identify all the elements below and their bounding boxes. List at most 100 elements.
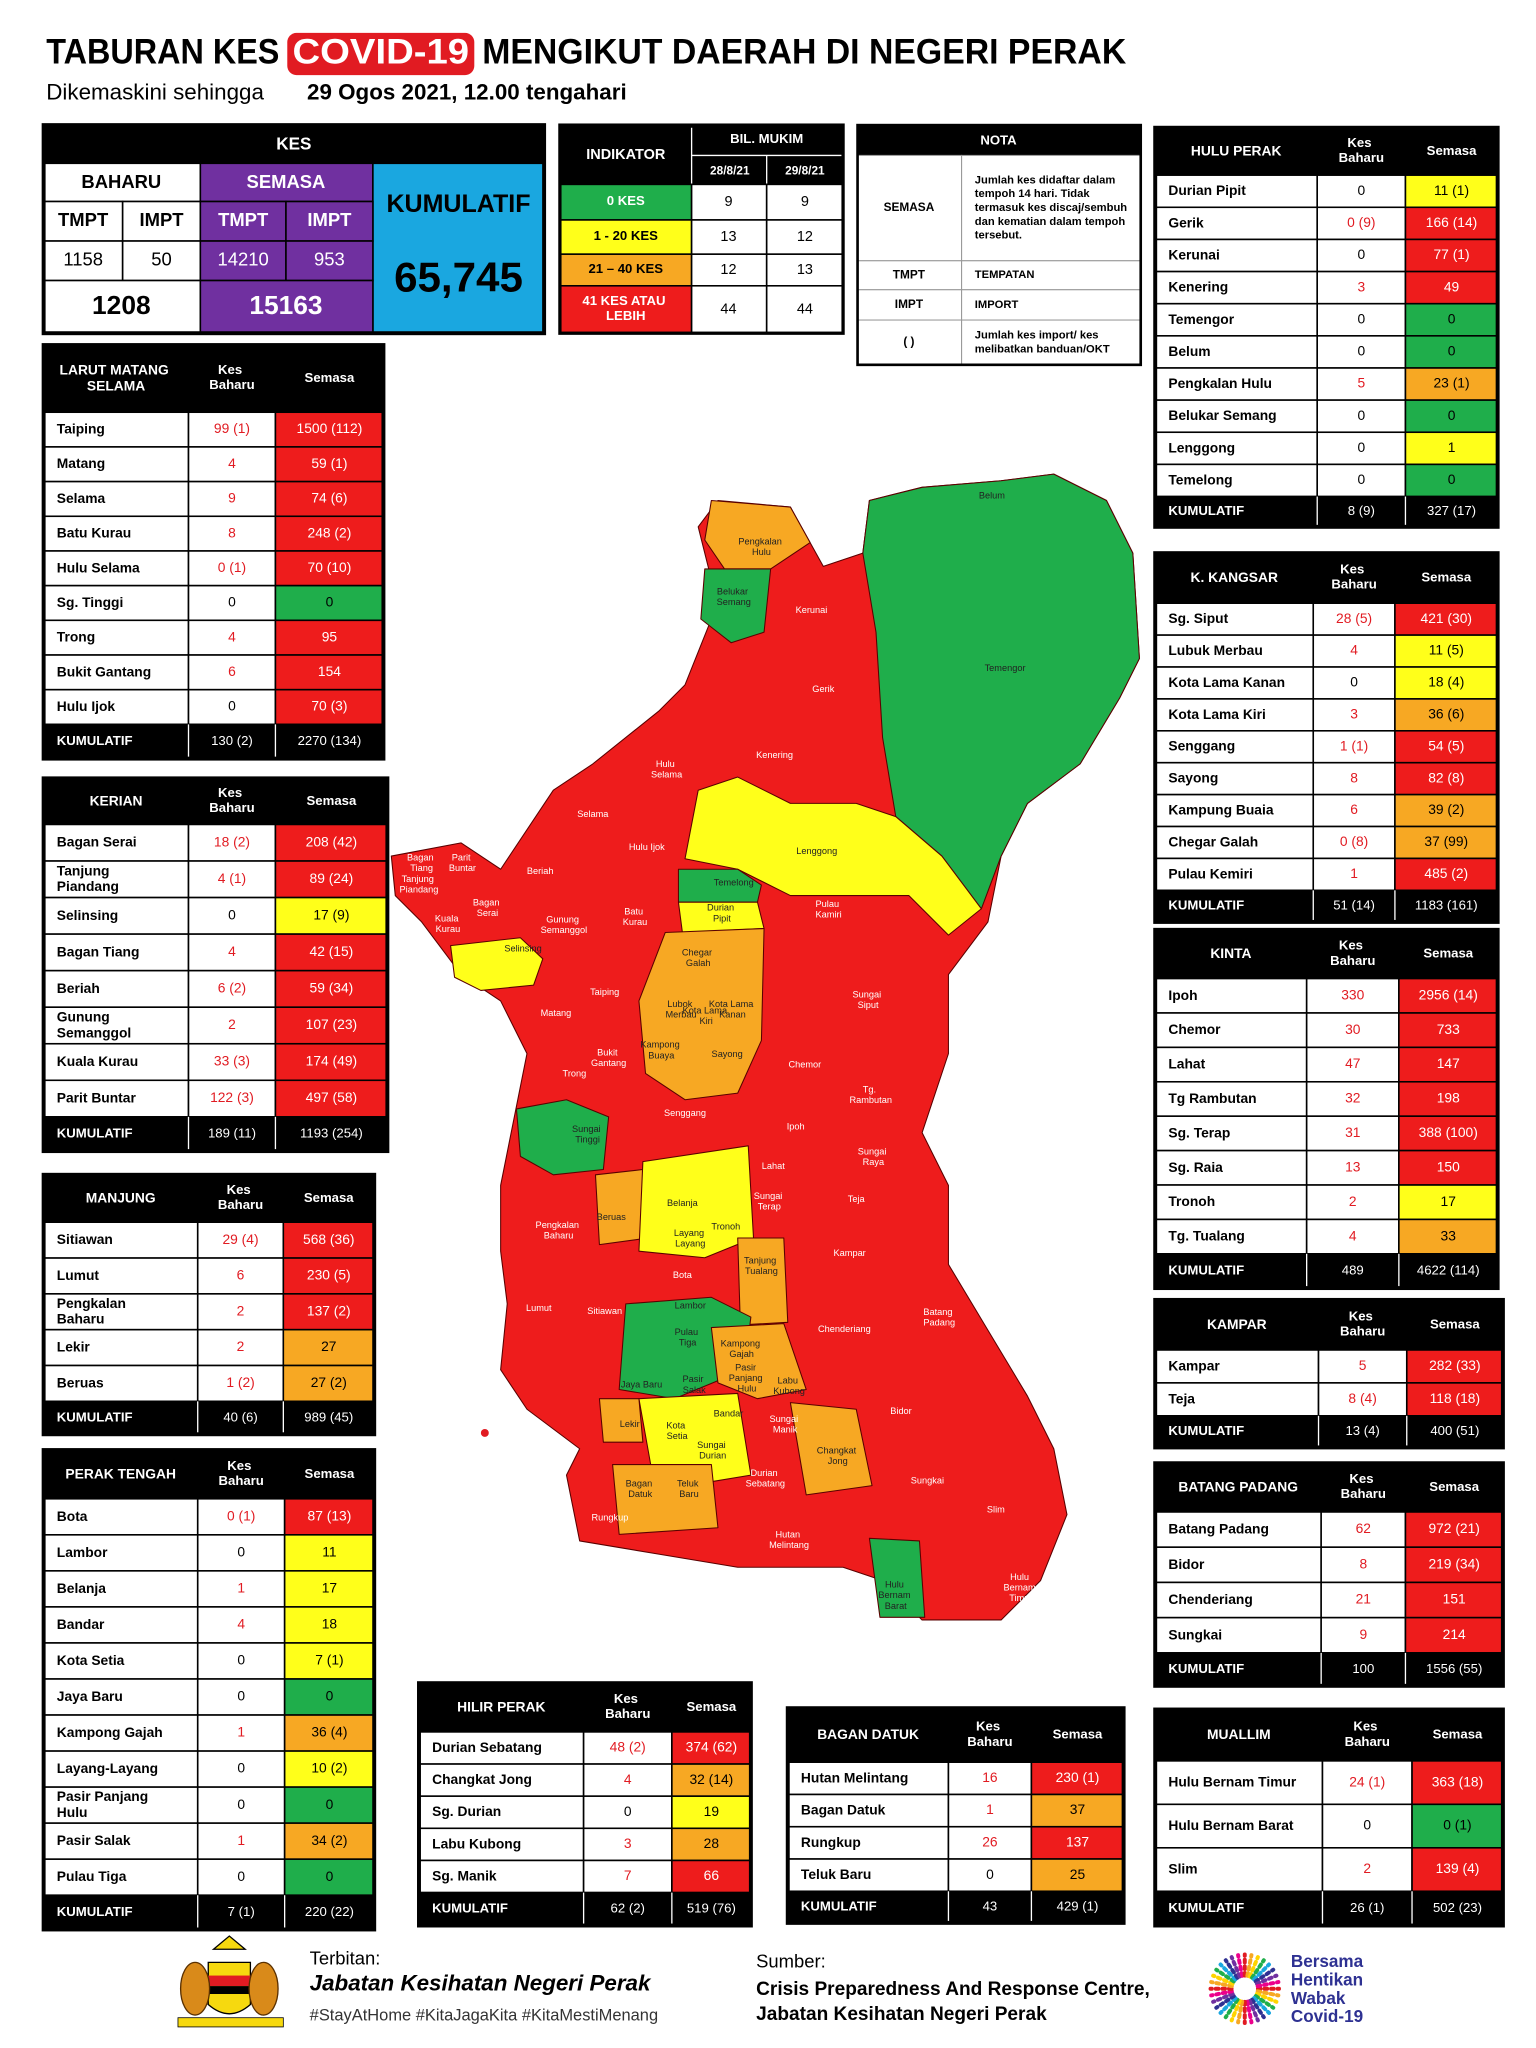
new-cases: 1 <box>237 1580 245 1596</box>
text-line: Jumlah kes didaftar dalam <box>975 174 1119 186</box>
active-cell <box>1411 1803 1504 1849</box>
total-row <box>1154 1415 1504 1449</box>
area-name: Labu Kubong <box>432 1835 521 1851</box>
text-line: Hulu Bernam Timur <box>1168 1773 1297 1789</box>
cell <box>42 654 190 691</box>
new-cases: 2 <box>1349 1193 1357 1209</box>
text-line: Bandar <box>57 1616 105 1632</box>
map-region <box>598 1398 644 1443</box>
value: 12 <box>720 262 736 278</box>
active-cases: 150 <box>1437 1158 1460 1174</box>
text-line: Ipoh <box>1168 986 1197 1002</box>
text-line: Kampung Buaia <box>1168 801 1273 817</box>
text-line: Semanggol <box>541 926 588 936</box>
column-header: Kes Baharu <box>1330 938 1375 968</box>
logo-ray <box>1252 1962 1271 1982</box>
area-name: Beriah <box>57 980 100 996</box>
frame <box>785 1706 1126 1925</box>
cell <box>196 1750 286 1788</box>
area-name: Bota <box>57 1507 88 1523</box>
frame <box>41 123 547 336</box>
text-line: BAGAN DATUK <box>817 1726 919 1742</box>
total: 1183 (161) <box>1415 898 1478 913</box>
active-cell <box>1030 1858 1125 1893</box>
cell <box>187 619 277 656</box>
cell <box>1312 666 1396 700</box>
text-line: Temelong <box>1168 471 1232 487</box>
text-line: Bukit Gantang <box>57 663 151 679</box>
cell <box>947 1761 1033 1796</box>
cell <box>196 1858 286 1897</box>
new-cases: 0 <box>237 1796 245 1812</box>
text-line: Layang-Layang <box>57 1760 158 1776</box>
text-line: Tronoh <box>711 1222 740 1232</box>
active-cases: 1500 (112) <box>297 420 363 436</box>
text-line: Baharu <box>605 1707 650 1722</box>
cell <box>1312 761 1396 796</box>
header-cell <box>42 1449 375 1500</box>
text-line: Teluk Baru <box>801 1866 871 1882</box>
text-line: Sungkai <box>911 1476 944 1486</box>
text-line: Lubok <box>667 999 695 1009</box>
text-line: Durian <box>751 1468 781 1478</box>
new-cases: 4 <box>237 1616 245 1632</box>
logo-ray <box>1218 1996 1238 2015</box>
active-cases: 19 <box>704 1803 720 1819</box>
area-name: Sg. Siput <box>1168 610 1228 626</box>
text-line: Belukar <box>717 587 751 597</box>
text-line: TEMPATAN <box>975 269 1035 281</box>
area-name: Sg. Raia <box>1168 1158 1223 1174</box>
text-line: Hulu <box>737 1384 756 1394</box>
label: SEMASA <box>247 171 326 192</box>
text-line: Belanja <box>667 1198 699 1208</box>
map-label: Selinsing <box>504 944 541 954</box>
total: 2270 (134) <box>298 733 362 748</box>
text-line: Kurau <box>436 924 461 934</box>
logo-ray <box>1247 1955 1260 1979</box>
logo-ray <box>1214 1967 1236 1984</box>
text-line: MANJUNG <box>86 1189 156 1205</box>
active-cell <box>1398 1046 1499 1083</box>
new-cases: 18 (2) <box>214 833 250 849</box>
text-line: Baharu <box>1330 953 1375 968</box>
text-line: Lumut <box>526 1304 552 1314</box>
active-cell <box>283 1678 375 1716</box>
map-region <box>612 1464 719 1535</box>
text-line: Beruas <box>57 1374 104 1390</box>
new-cases: 30 <box>1345 1021 1361 1037</box>
text-line: K. KANGSAR <box>1190 569 1278 585</box>
cell <box>121 240 202 282</box>
text-line: Tiga <box>679 1338 697 1348</box>
area-name: Bagan Tiang <box>57 943 140 959</box>
text-line: Durian <box>707 903 737 913</box>
label: ( ) <box>903 335 914 349</box>
area-name: Kampung Buaia <box>1168 801 1273 817</box>
new-cases: 4 <box>228 943 236 959</box>
active-cases: 118 (18) <box>1430 1390 1480 1406</box>
area-name: Selama <box>57 490 106 506</box>
text-line: Kes <box>1347 135 1375 150</box>
active-cell <box>283 1498 375 1536</box>
map-label: Sungai Manik <box>770 1414 801 1435</box>
area-name: Gerik <box>1168 214 1204 230</box>
active-cell <box>1394 634 1499 668</box>
cell <box>418 1795 585 1830</box>
title-highlight: COVID-19 <box>293 31 469 71</box>
active-cases: 18 (4) <box>1428 674 1464 690</box>
map-label: Lambor <box>675 1301 706 1311</box>
header-cell <box>1154 1299 1504 1351</box>
active-cell <box>1404 1616 1504 1654</box>
frame <box>856 123 1143 367</box>
text-line: Lumut <box>57 1267 100 1283</box>
text-line: Lambor <box>57 1544 108 1560</box>
text-line: Temengor <box>1168 310 1234 326</box>
area-name: Hulu Selama <box>57 559 140 575</box>
new-cases: 0 <box>1357 310 1365 326</box>
text-line: Tanjung <box>402 874 437 884</box>
active-cases: 27 (2) <box>311 1374 347 1390</box>
total: 40 (6) <box>223 1409 257 1424</box>
value: 14210 <box>218 249 269 270</box>
map-label: Tg. Rambutan <box>849 1085 891 1106</box>
text-line: Kanan <box>719 1010 746 1020</box>
active-cases: 11 (1) <box>1434 182 1469 198</box>
